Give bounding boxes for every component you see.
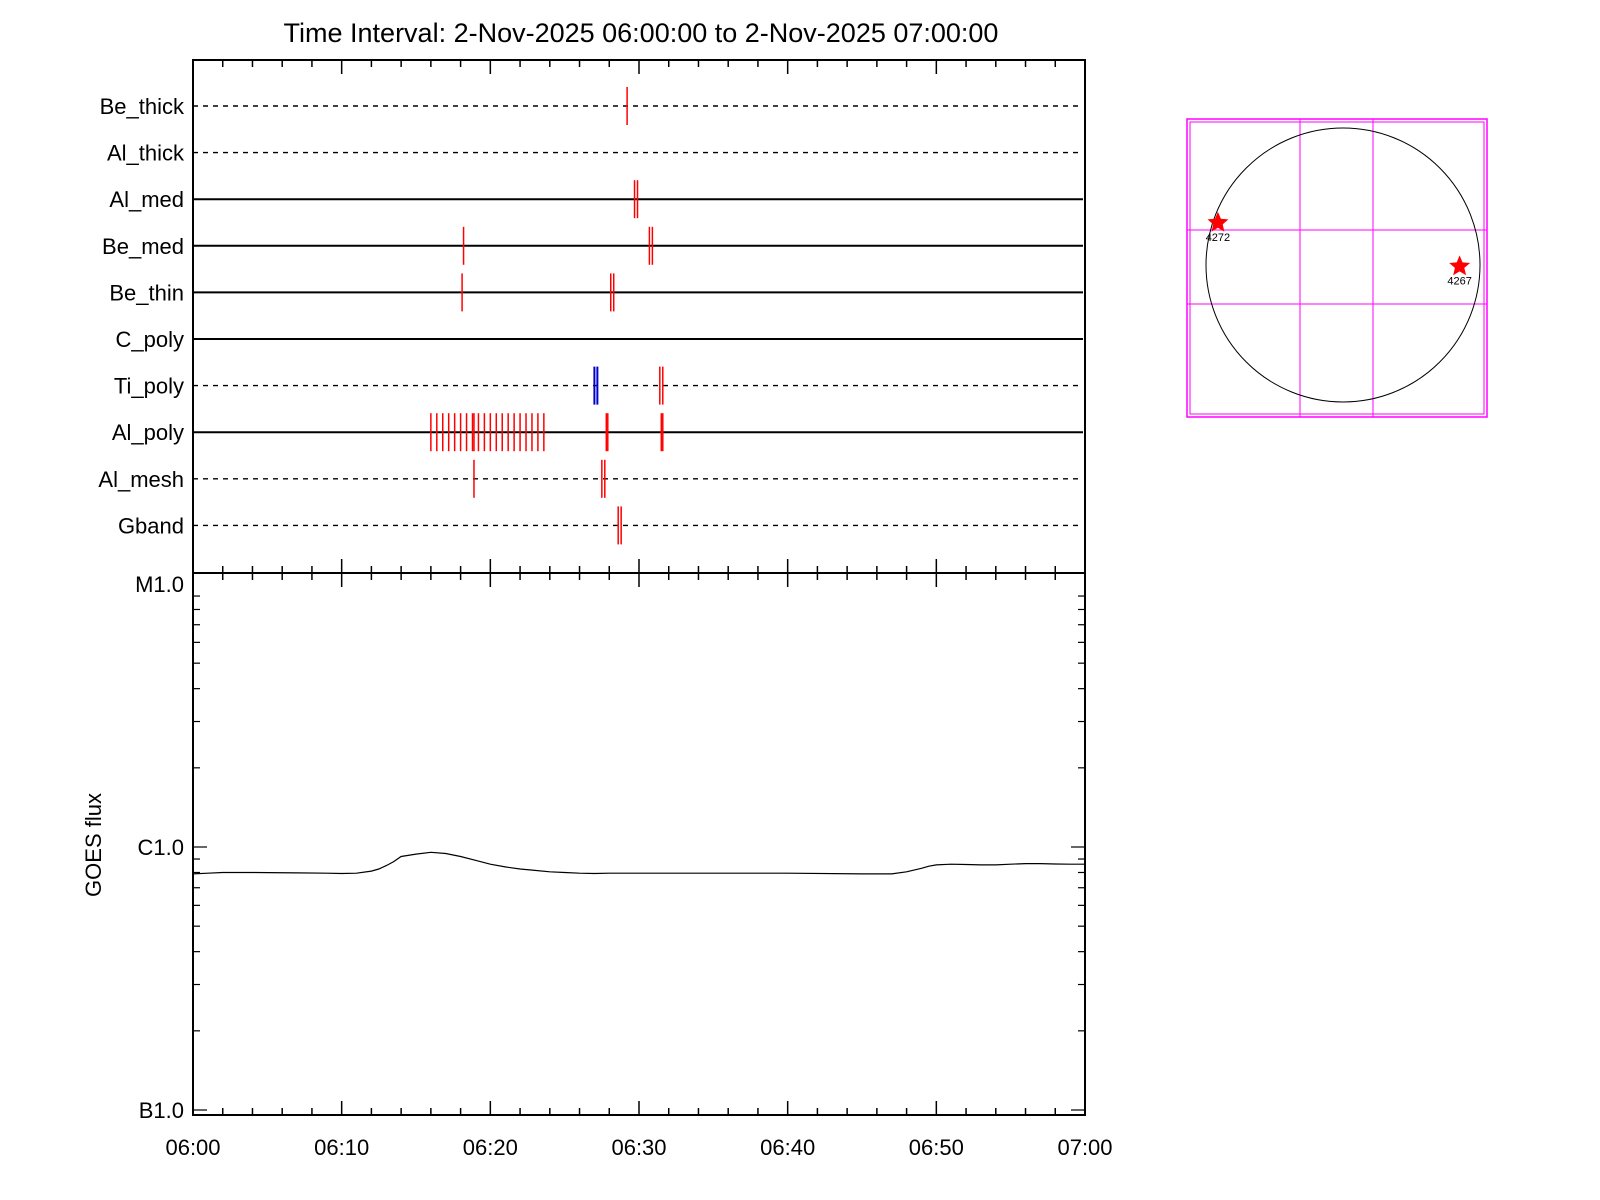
row-label: Be_med	[102, 234, 184, 259]
active-region-markers: 4272 4267	[1206, 211, 1472, 287]
solar-disk-panel: 4272 4267	[1186, 118, 1488, 418]
active-region-label: 4267	[1447, 275, 1471, 287]
row-label: Al_poly	[112, 420, 184, 445]
sun-limb-circle	[1205, 127, 1481, 403]
row-label: Be_thin	[109, 280, 184, 305]
row-label: Be_thick	[100, 94, 185, 119]
event-timeline-panel: Be_thick Al_thick Al_med Be_med Be_thin C_pol…	[98, 59, 1086, 574]
x-tick-label: 06:40	[760, 1135, 815, 1160]
row-label: Al_med	[109, 187, 184, 212]
y-tick-label: B1.0	[139, 1098, 184, 1123]
x-tick-label: 06:50	[909, 1135, 964, 1160]
x-tick-label: 06:30	[611, 1135, 666, 1160]
row-label: Gband	[118, 513, 184, 538]
timeline-frame	[192, 59, 1086, 574]
x-tick-label: 06:00	[165, 1135, 220, 1160]
y-tick-label: M1.0	[135, 572, 184, 597]
chart-title: Time Interval: 2-Nov-2025 06:00:00 to 2-…	[284, 18, 999, 48]
timeline-ticks	[192, 60, 1086, 573]
x-tick-label: 06:20	[463, 1135, 518, 1160]
x-tick-labels: 06:00 06:10 06:20 06:30 06:40 06:50 07:00	[165, 1135, 1112, 1160]
star-icon	[1449, 255, 1471, 276]
y-tick-label: C1.0	[138, 835, 184, 860]
flux-y-axis-label: GOES flux	[81, 793, 106, 897]
flux-y-tick-labels: M1.0 C1.0 B1.0	[135, 572, 184, 1123]
star-icon	[1207, 211, 1229, 232]
x-tick-label: 06:10	[314, 1135, 369, 1160]
row-label: Al_mesh	[98, 467, 184, 492]
goes-flux-panel: M1.0C1.0B1.0 06:00 06:10 06:20 06:30 06:40 06…	[81, 572, 1113, 1160]
flux-frame	[192, 572, 1086, 1116]
flux-ticks	[192, 573, 1086, 1115]
goes-flux-line	[192, 851, 1085, 875]
row-label: Al_thick	[107, 141, 185, 166]
row-label: Ti_poly	[114, 374, 184, 399]
active-region-label: 4272	[1206, 232, 1230, 244]
x-tick-label: 07:00	[1057, 1135, 1112, 1160]
disk-box-inner	[1189, 121, 1485, 415]
disk-box-outer	[1186, 118, 1488, 418]
timeline-rows: Be_thick Al_thick Al_med Be_med Be_thin C_pol…	[98, 87, 1083, 545]
row-label: C_poly	[116, 327, 184, 352]
